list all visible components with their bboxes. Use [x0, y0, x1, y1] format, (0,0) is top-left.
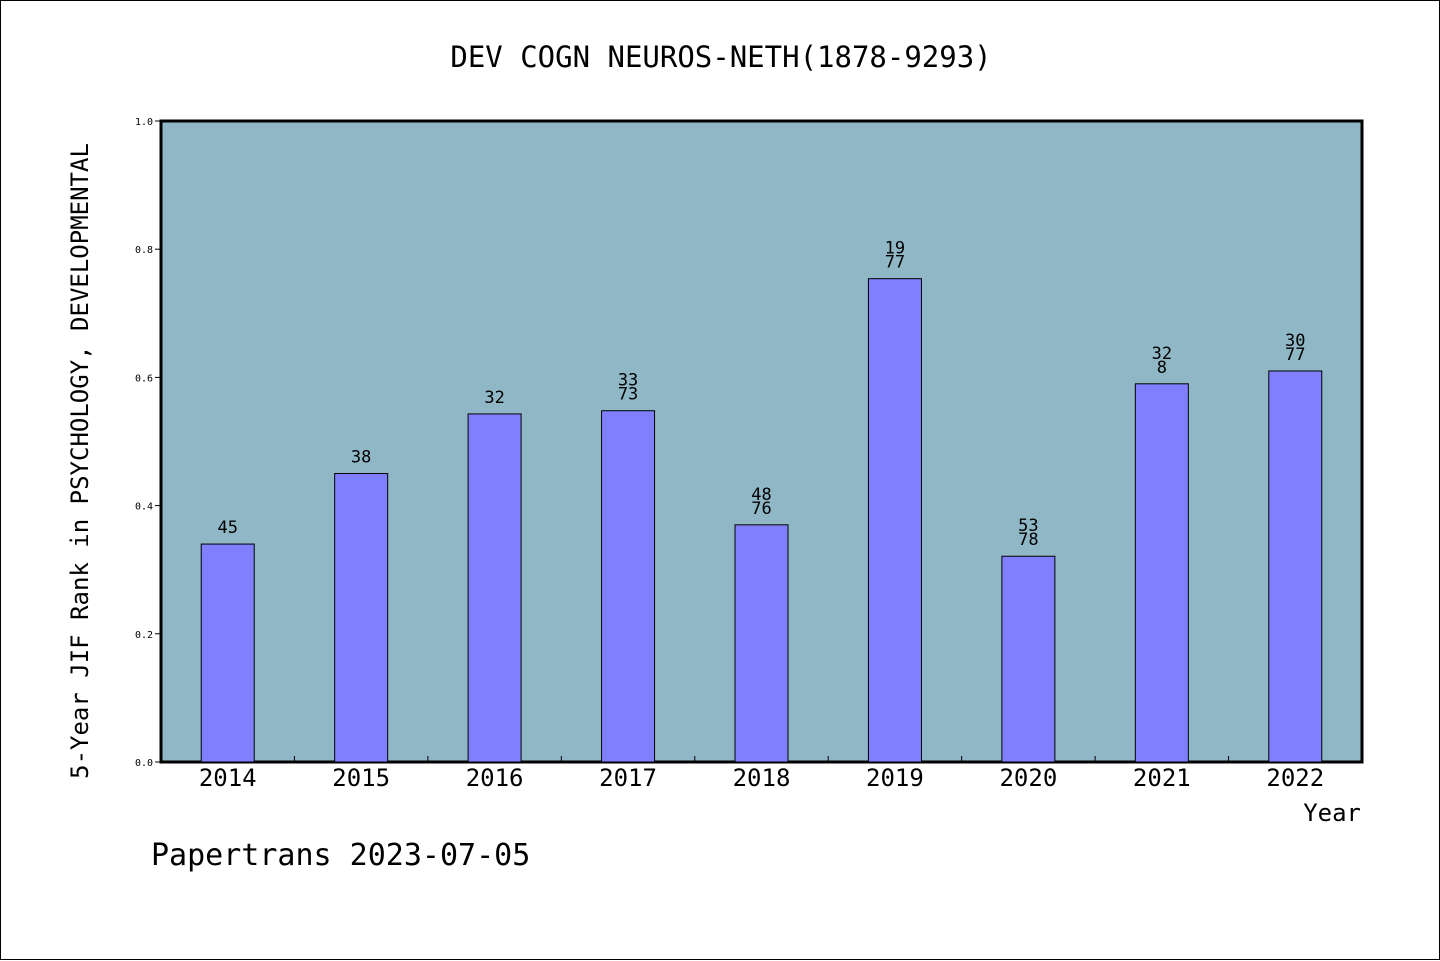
x-tick-label: 2014 — [199, 764, 257, 792]
y-tick-label: 0.4 — [135, 502, 153, 513]
bar-value-label: 32 — [1152, 344, 1172, 364]
bar — [200, 543, 255, 763]
y-tick-label: 0.0 — [135, 758, 153, 769]
bar-value-label: 77 — [1285, 345, 1305, 365]
bar-value-label: 32 — [484, 388, 504, 408]
bar — [1134, 383, 1189, 763]
bar — [601, 410, 656, 763]
bar-value-label: 33 — [618, 371, 638, 391]
bar — [734, 524, 789, 763]
bar-value-label: 73 — [618, 385, 638, 405]
bar-value-label: 8 — [1157, 358, 1167, 378]
x-axis-label: Year — [1303, 799, 1361, 827]
x-tick-label: 2022 — [1266, 764, 1324, 792]
x-tick-label: 2021 — [1133, 764, 1191, 792]
y-axis-label: 5-Year JIF Rank in PSYCHOLOGY, DEVELOPME… — [66, 143, 94, 779]
y-tick-label: 0.2 — [135, 630, 153, 641]
bar-value-label: 38 — [351, 448, 371, 468]
bar-value-label: 45 — [217, 518, 237, 538]
y-axis-ticks: 0.0 0.2 0.4 0.6 0.8 1.0 — [135, 117, 161, 769]
bar-value-label: 19 — [885, 239, 905, 259]
bars — [200, 278, 1323, 763]
x-tick-label: 2015 — [332, 764, 390, 792]
bar — [1268, 370, 1323, 763]
y-tick-label: 0.8 — [135, 245, 153, 256]
x-axis-tick-labels: 2014 2015 2016 2017 2018 2019 2020 2021 2022 — [199, 764, 1324, 792]
bar-value-label: 30 — [1285, 331, 1305, 351]
bar-value-label: 77 — [885, 253, 905, 273]
x-tick-label: 2019 — [866, 764, 924, 792]
bar-value-label: 78 — [1018, 530, 1038, 550]
y-tick-label: 0.6 — [135, 373, 153, 384]
bar-value-label: 48 — [751, 485, 771, 505]
x-tick-label: 2017 — [599, 764, 657, 792]
x-tick-label: 2020 — [999, 764, 1057, 792]
chart-title: DEV COGN NEUROS-NETH(1878-9293) — [450, 40, 991, 74]
bar-value-label: 53 — [1018, 516, 1038, 536]
bar — [867, 278, 922, 763]
bar — [1001, 555, 1056, 763]
x-tick-label: 2018 — [733, 764, 791, 792]
bar-value-label: 76 — [751, 499, 771, 519]
x-axis-ticks — [293, 756, 1230, 762]
bar — [334, 473, 389, 763]
y-tick-label: 1.0 — [135, 117, 153, 128]
bar — [467, 413, 522, 763]
footer-credit: Papertrans 2023-07-05 — [151, 838, 530, 873]
x-tick-label: 2016 — [466, 764, 524, 792]
